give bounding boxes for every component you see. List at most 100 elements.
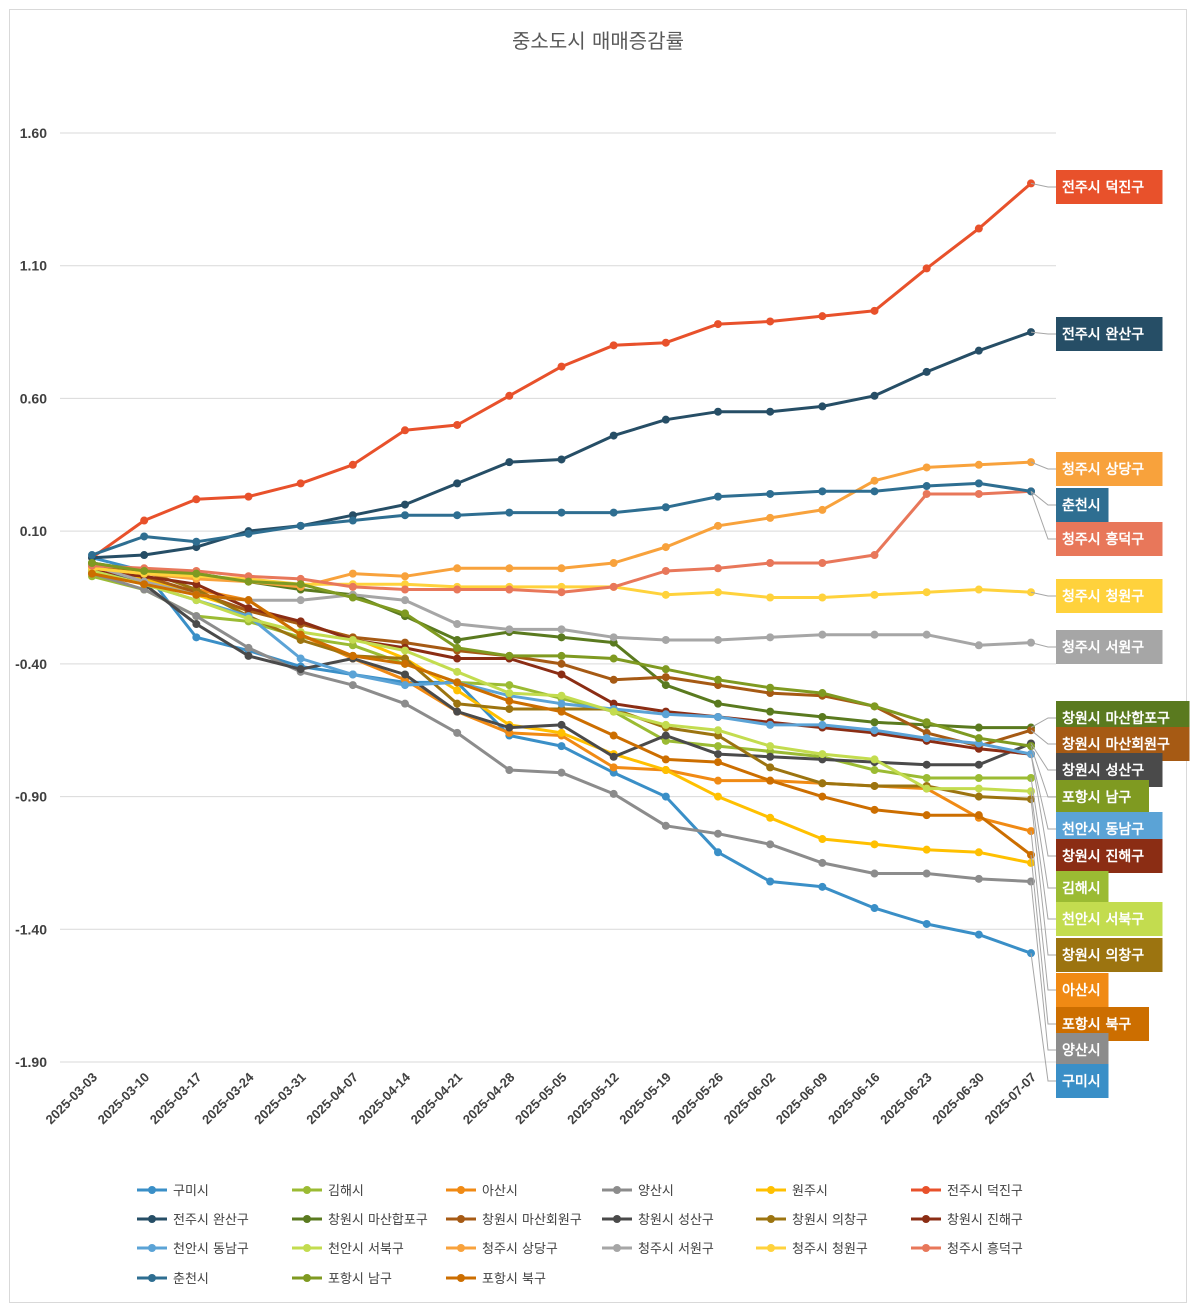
end-label-text: 창원시 의창구 <box>1062 947 1144 964</box>
data-point <box>714 848 722 857</box>
legend-label: 전주시 덕진구 <box>947 1184 1023 1199</box>
legend-item: 춘천시 <box>137 1272 209 1287</box>
end-label-text: 창원시 진해구 <box>1062 848 1144 865</box>
data-point <box>557 625 566 634</box>
data-point <box>870 840 879 849</box>
chart-title: 중소도시 매매증감률 <box>512 29 684 53</box>
data-point <box>870 702 879 711</box>
y-tick-label: -0.90 <box>15 789 47 805</box>
legend-label: 창원시 진해구 <box>947 1213 1023 1228</box>
data-point <box>453 699 462 708</box>
data-point <box>192 612 201 621</box>
end-label-box <box>1056 522 1163 556</box>
end-label-text: 춘천시 <box>1062 498 1101 514</box>
data-point <box>192 620 201 629</box>
data-point <box>401 681 409 690</box>
data-point <box>244 596 253 605</box>
data-point <box>401 609 409 618</box>
data-point <box>818 835 827 844</box>
data-point <box>661 635 670 644</box>
y-tick-label: 0.60 <box>20 390 47 406</box>
data-point <box>505 458 514 467</box>
data-point <box>766 720 775 729</box>
end-label: 춘천시 <box>1056 488 1109 522</box>
data-point <box>766 813 775 822</box>
legend-swatch-marker <box>148 1274 156 1282</box>
data-point <box>557 455 566 464</box>
legend-swatch-marker <box>303 1244 311 1252</box>
data-point <box>974 874 983 883</box>
data-point <box>714 829 722 838</box>
data-point <box>557 659 566 668</box>
series-3 <box>88 569 1035 886</box>
legend-item: 청주시 서원구 <box>602 1242 714 1257</box>
series-line <box>91 569 1032 865</box>
data-point <box>870 755 879 764</box>
legend-swatch-marker <box>457 1274 465 1282</box>
data-point <box>714 675 722 684</box>
data-point <box>974 224 983 233</box>
data-point <box>453 479 462 488</box>
data-point <box>609 558 618 567</box>
data-point <box>557 564 566 573</box>
data-point <box>453 643 462 652</box>
data-point <box>766 707 775 716</box>
data-point <box>661 792 670 801</box>
data-point <box>714 742 722 751</box>
y-tick-label: -1.90 <box>15 1054 47 1070</box>
data-point <box>922 919 931 928</box>
end-label: 포항시 남구 <box>1056 780 1149 814</box>
data-point <box>661 503 670 512</box>
data-point <box>661 338 670 347</box>
data-point <box>401 699 409 708</box>
data-point <box>766 489 775 498</box>
data-point <box>870 805 879 814</box>
legend-item: 원주시 <box>756 1184 828 1199</box>
data-point <box>818 750 827 759</box>
series-line <box>91 481 1032 557</box>
data-point <box>818 858 827 867</box>
x-tick-label: 2025-05-19 <box>616 1070 674 1128</box>
end-label: 창원시 진해구 <box>1056 839 1163 873</box>
data-point <box>505 564 514 573</box>
end-label-text: 창원시 마산합포구 <box>1062 710 1170 727</box>
legend-swatch-marker <box>922 1215 930 1223</box>
data-point <box>88 558 96 567</box>
x-tick-label: 2025-06-30 <box>929 1070 987 1128</box>
data-point <box>974 930 983 939</box>
legend-item: 포항시 남구 <box>292 1272 392 1287</box>
series-20 <box>88 569 1035 859</box>
legend-label: 전주시 완산구 <box>173 1213 249 1228</box>
x-tick-label: 2025-04-14 <box>355 1069 413 1127</box>
y-tick-label: 1.10 <box>20 258 47 274</box>
data-point <box>453 511 462 520</box>
label-leader <box>1030 753 1056 830</box>
legend-swatch-marker <box>767 1215 775 1223</box>
data-point <box>870 718 879 727</box>
end-label-box <box>1056 973 1109 1007</box>
data-point <box>609 508 618 517</box>
end-label-box <box>1056 1033 1109 1067</box>
label-leader <box>1030 799 1056 956</box>
data-point <box>714 407 722 416</box>
data-point <box>922 718 931 727</box>
data-point <box>557 651 566 660</box>
data-point <box>870 487 879 496</box>
data-point <box>974 641 983 650</box>
label-leader <box>1030 642 1056 648</box>
data-point <box>714 750 722 759</box>
data-point <box>922 784 931 793</box>
data-point <box>192 590 201 599</box>
x-tick-label: 2025-04-07 <box>303 1070 361 1128</box>
data-point <box>870 630 879 639</box>
data-point <box>348 635 357 644</box>
label-leader <box>1030 729 1056 745</box>
legend-swatch-marker <box>613 1244 621 1252</box>
data-point <box>505 723 514 732</box>
x-tick-label: 2025-06-02 <box>721 1070 779 1128</box>
y-tick-label: 1.60 <box>20 125 47 141</box>
data-point <box>818 312 827 321</box>
